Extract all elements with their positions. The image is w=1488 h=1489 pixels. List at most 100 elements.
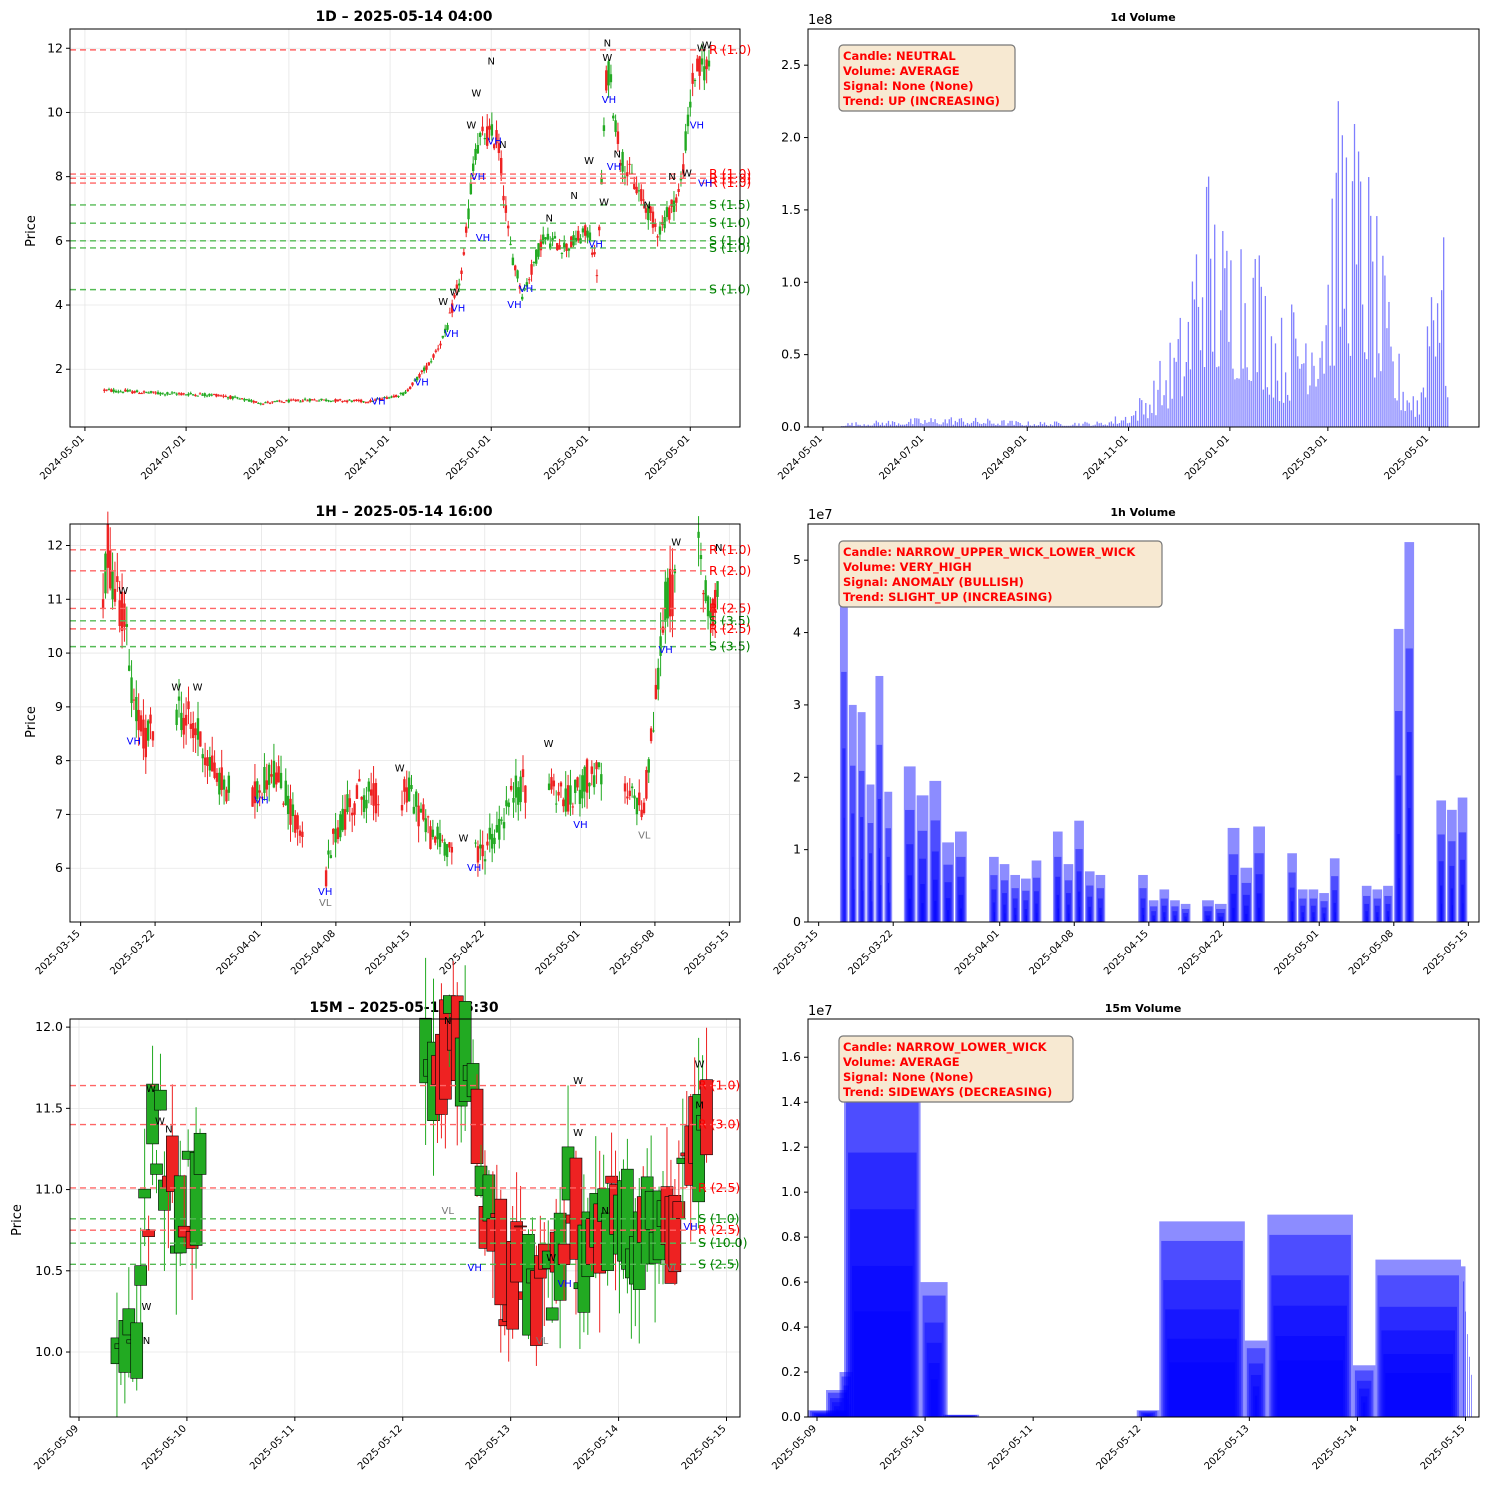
y-tick-label: 11.5 [35, 1100, 63, 1115]
candle-body [280, 401, 283, 403]
volume-bar [908, 421, 910, 427]
candle-body [180, 393, 183, 396]
signal-marker: W [171, 683, 181, 694]
volume-bar [1000, 880, 1009, 922]
volume-bar [1343, 308, 1346, 427]
volume-bar [1007, 423, 1009, 427]
y-tick-label: 11 [47, 591, 63, 606]
candle-body [438, 833, 442, 847]
volume-bar [1133, 415, 1135, 427]
candle-body [106, 523, 110, 568]
volume-bar [1468, 1356, 1470, 1417]
candle-body [607, 61, 610, 86]
info-trend-15m: Trend: SIDEWAYS (DECREASING) [843, 1085, 1052, 1099]
signal-marker: VH [371, 397, 385, 408]
candle-body [623, 783, 627, 792]
candle-body [194, 394, 197, 397]
volume-bar [1381, 1330, 1455, 1417]
y-axis-label-price-1h: Price [24, 706, 39, 738]
signal-marker: W [546, 1253, 556, 1264]
volume-bar [1372, 889, 1383, 922]
volume-bar [1034, 891, 1039, 922]
volume-bar [1464, 1311, 1466, 1417]
y-tick-label: 2 [55, 361, 63, 376]
candle-body [467, 208, 470, 220]
candle-body [505, 800, 508, 807]
candle-body [441, 335, 445, 338]
candle-body [292, 399, 295, 401]
volume-bar [1354, 1370, 1374, 1417]
volume-bar [1365, 911, 1368, 922]
volume-bar [1404, 410, 1406, 427]
candle-body [411, 382, 414, 386]
candle-body [206, 757, 209, 767]
volume-bar [1037, 425, 1040, 427]
volume-bar [1063, 864, 1074, 922]
candle-body [656, 236, 659, 238]
volume-bar [887, 882, 889, 922]
y-tick-label: 11.0 [35, 1182, 63, 1197]
volume-bar [1098, 423, 1100, 427]
candle-body [640, 189, 643, 202]
volume-bar [1361, 885, 1372, 922]
volume-bar [1175, 361, 1177, 427]
candle-body [664, 581, 667, 622]
volume-bar [943, 1414, 980, 1417]
volume-bar [814, 1413, 843, 1417]
volume-bar [1301, 364, 1303, 427]
candle-body [236, 397, 239, 399]
candle-body [220, 767, 223, 790]
volume-bar [1246, 1348, 1266, 1417]
volume-bar [1232, 368, 1234, 427]
candle-body [336, 827, 340, 840]
candle-body [493, 144, 496, 149]
volume-bar [1322, 913, 1326, 922]
volume-bar [918, 418, 920, 427]
volume-bar [1013, 424, 1015, 427]
candle-body [377, 804, 380, 806]
signal-marker: N [499, 140, 506, 151]
candle-body [332, 828, 335, 834]
signal-marker: W [671, 538, 681, 549]
volume-bar [1064, 425, 1066, 427]
candle-body [457, 283, 461, 286]
volume-bar [1039, 421, 1042, 427]
volume-bar [1244, 905, 1249, 922]
volume-bar [945, 898, 951, 922]
volume-bar [1184, 916, 1187, 922]
volume-bar [1447, 397, 1449, 427]
volume-bar [1356, 1380, 1372, 1417]
candle-body [142, 391, 146, 393]
volume-bar [1010, 874, 1021, 922]
candle-body [595, 275, 599, 277]
candle-body [545, 1307, 559, 1321]
signal-marker: VH [471, 172, 485, 183]
candle-body [282, 402, 286, 404]
volume-bar [1079, 906, 1081, 922]
candle-body [698, 56, 701, 76]
volume-bar [1139, 888, 1147, 922]
candle-body [315, 400, 318, 402]
volume-bar [1357, 151, 1360, 427]
candle-body [407, 777, 411, 802]
candle-body [471, 163, 475, 171]
volume-bar [1307, 394, 1309, 427]
candle-body [628, 790, 631, 797]
volume-bar [1171, 906, 1179, 922]
candle-body [144, 727, 147, 758]
info-box-volume-15m: Candle: NARROW_LOWER_WICK Volume: AVERAG… [838, 1035, 1074, 1103]
volume-bar [1153, 918, 1155, 922]
volume-bar [1305, 343, 1307, 427]
candle-body [149, 391, 153, 393]
volume-bar [1424, 397, 1427, 427]
volume-bar [850, 765, 856, 922]
volume-bar [843, 817, 845, 922]
volume-bar [1436, 303, 1439, 427]
candle-body [135, 696, 138, 722]
volume-bar [1183, 912, 1189, 922]
candle-body [357, 400, 361, 402]
volume-bar [1036, 912, 1038, 922]
volume-bar [1161, 905, 1167, 922]
volume-bar [942, 842, 954, 922]
volume-bar [845, 425, 847, 427]
